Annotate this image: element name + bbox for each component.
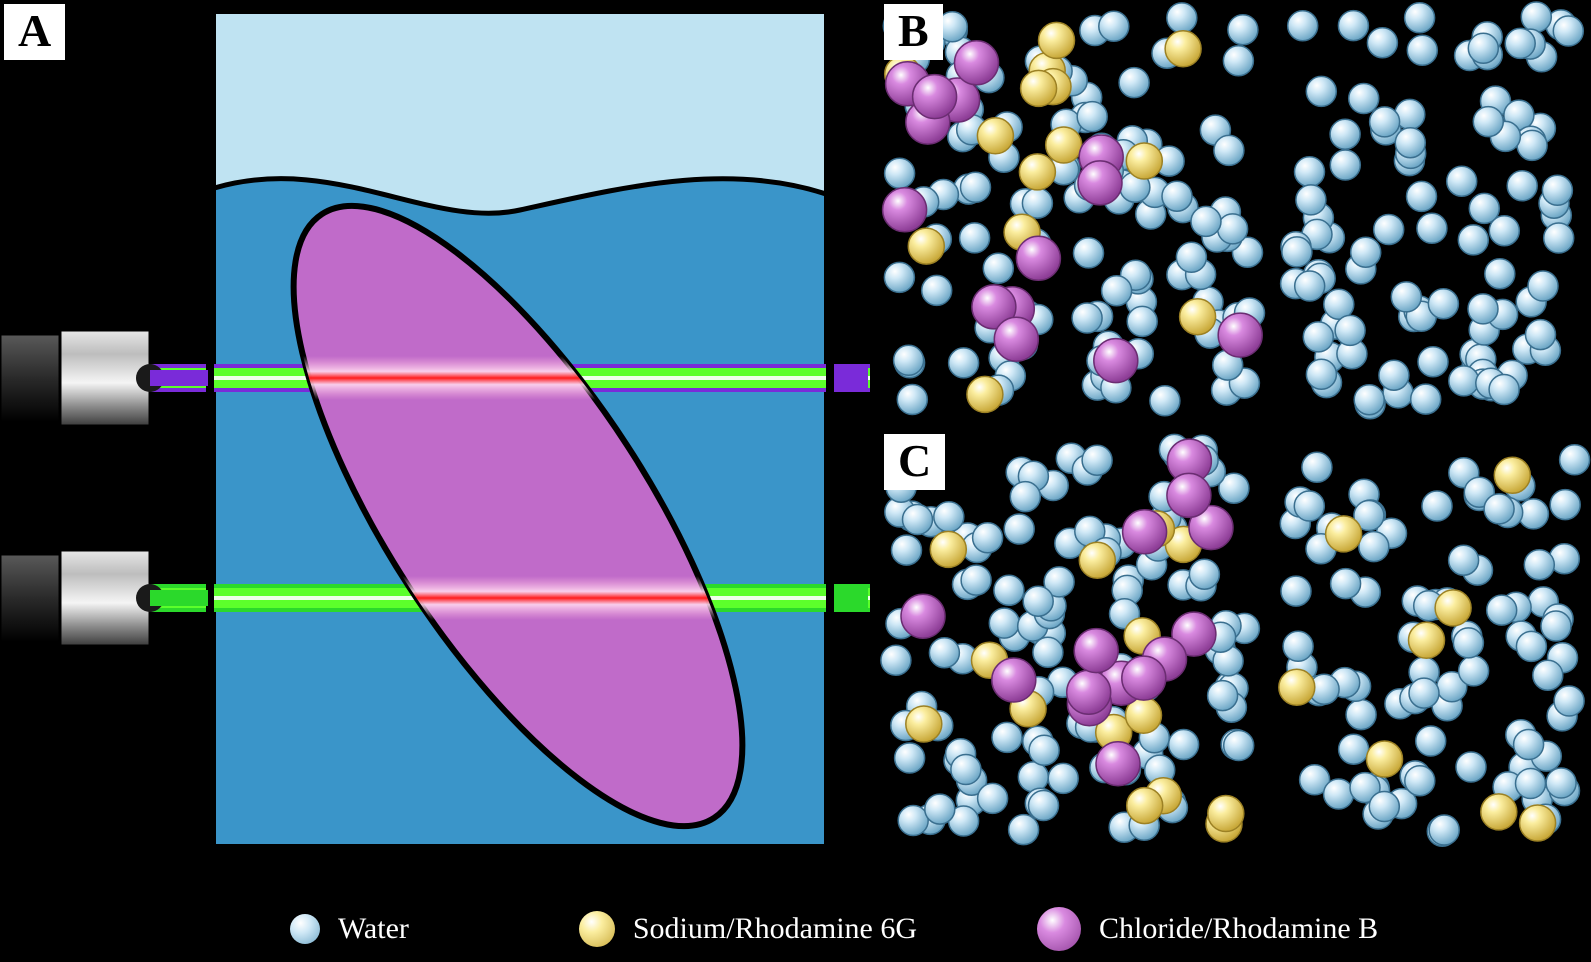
beam-exit-stubs: [832, 368, 868, 608]
legend-label-water: Water: [338, 912, 409, 946]
panel-b-particles: [883, 2, 1584, 419]
panel-c-particles: [881, 434, 1590, 846]
legend-label-chloride: Chloride/Rhodamine B: [1099, 912, 1378, 946]
panel-label-a: A: [4, 4, 65, 60]
upper-laser-module: [0, 330, 208, 426]
sodium-swatch-icon: [579, 911, 615, 947]
panel-label-b: B: [884, 4, 943, 60]
legend-item-water: Water: [290, 912, 409, 946]
water-swatch-icon: [290, 914, 320, 944]
panel-a: [0, 6, 870, 889]
lower-laser-module: [0, 550, 208, 646]
figure-canvas: [0, 0, 1591, 962]
legend-item-sodium: Sodium/Rhodamine 6G: [579, 911, 917, 947]
legend-item-chloride: Chloride/Rhodamine B: [1037, 907, 1378, 951]
legend-label-sodium: Sodium/Rhodamine 6G: [633, 912, 917, 946]
chloride-swatch-icon: [1037, 907, 1081, 951]
panel-label-c: C: [884, 434, 945, 490]
legend: Water Sodium/Rhodamine 6G Chloride/Rhoda…: [0, 896, 1591, 962]
